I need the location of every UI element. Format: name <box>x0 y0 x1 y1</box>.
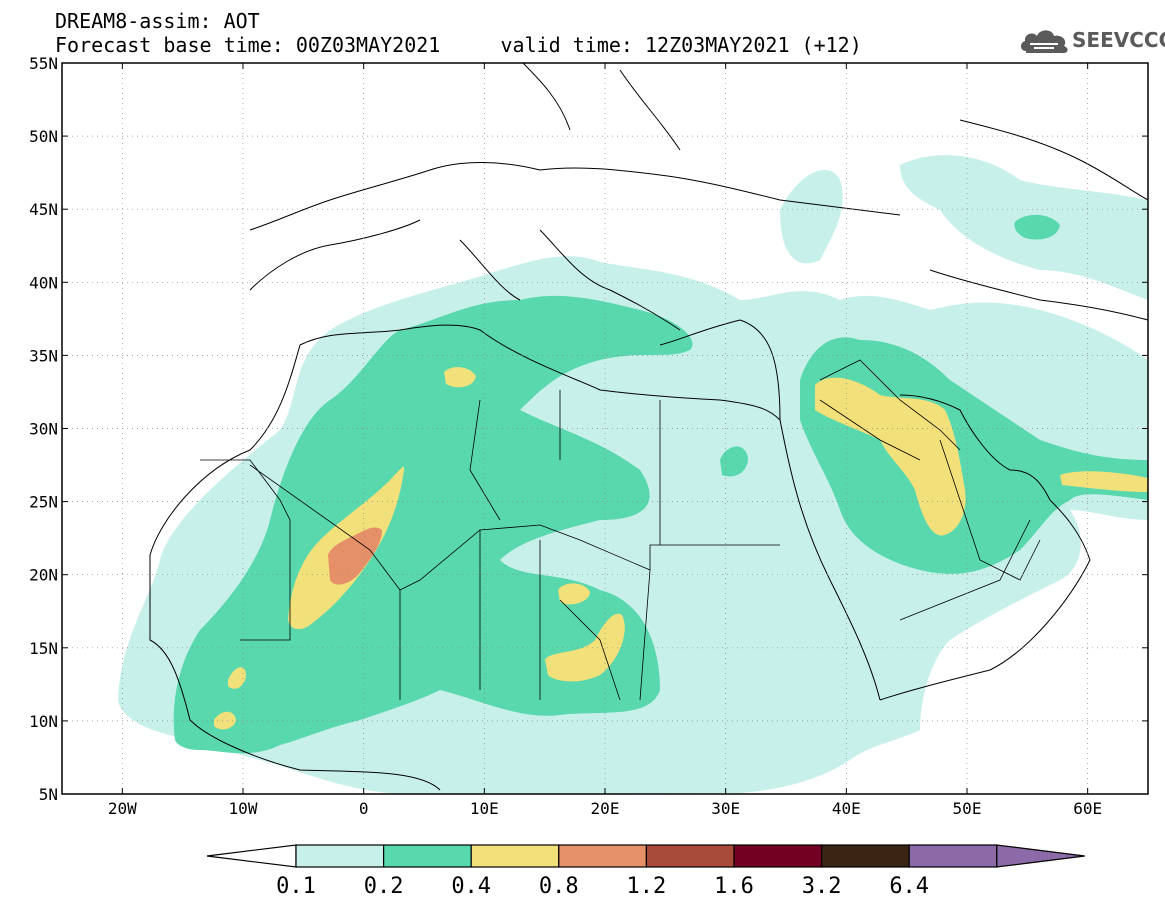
aot-band-0.8-core <box>328 527 382 585</box>
lon-label: 20W <box>108 799 137 818</box>
colorbar-label: 1.6 <box>714 874 754 899</box>
lon-label: 40E <box>832 799 861 818</box>
colorbar-high-arrow <box>996 844 1085 868</box>
colorbar-segment <box>558 844 647 868</box>
aot-fields <box>62 63 1148 794</box>
colorbar-label: 6.4 <box>889 874 929 899</box>
colorbar-label: 0.8 <box>539 874 579 899</box>
lon-label: 10W <box>229 799 258 818</box>
lat-label: 40N <box>29 273 58 292</box>
logo-text: SEEVCCC <box>1072 28 1165 52</box>
aot-band-0.4-chad <box>545 613 625 682</box>
lat-label: 55N <box>29 54 58 73</box>
latitude-axis: 55N 50N 45N 40N 35N 30N 25N 20N 15N 10N 5N <box>29 54 1148 804</box>
colorbar-label: 1.2 <box>627 874 667 899</box>
colorbar-label: 0.1 <box>276 874 316 899</box>
colorbar-low-arrow <box>206 844 297 868</box>
colorbar: 0.1 0.2 0.4 0.8 1.2 1.6 3.2 6.4 <box>206 844 1085 899</box>
aot-band-0.4-oman <box>1060 471 1148 492</box>
aot-band-0.2 <box>173 295 693 754</box>
aot-band-0.4-ivory <box>214 711 236 730</box>
colorbar-label: 3.2 <box>802 874 842 899</box>
title-line1: DREAM8-assim: AOT <box>55 9 260 33</box>
aot-band-0.4-guinea <box>228 667 246 689</box>
aot-band-0.4-iraq <box>815 377 966 536</box>
colorbar-segment <box>470 844 560 868</box>
longitude-axis: 20W 10W 0 10E 20E 30E 40E 50E 60E <box>108 63 1102 818</box>
lat-label: 50N <box>29 127 58 146</box>
lon-label: 10E <box>470 799 499 818</box>
cloud-logo-icon <box>1020 30 1068 54</box>
title-line2: Forecast base time: 00Z03MAY2021 valid t… <box>55 33 862 57</box>
coastlines <box>149 63 1148 791</box>
lon-label: 20E <box>591 799 620 818</box>
lat-label: 30N <box>29 420 58 439</box>
country-borders <box>200 359 1041 701</box>
lat-label: 20N <box>29 566 58 585</box>
lat-label: 5N <box>39 785 58 804</box>
colorbar-segment <box>645 844 735 868</box>
graticule <box>62 63 1148 794</box>
lat-label: 15N <box>29 639 58 658</box>
colorbar-segment <box>383 844 472 868</box>
colorbar-label: 0.2 <box>364 874 404 899</box>
aot-band-0.4-libya <box>558 583 590 605</box>
lon-label: 0 <box>359 799 369 818</box>
lon-label: 30E <box>711 799 740 818</box>
colorbar-segment <box>295 844 385 868</box>
aot-band-0.4-tunisia <box>444 367 476 388</box>
aot-band-0.2-caspian <box>1014 214 1060 240</box>
lat-label: 45N <box>29 200 58 219</box>
colorbar-segment <box>733 844 823 868</box>
lon-label: 60E <box>1073 799 1102 818</box>
lon-label: 50E <box>953 799 982 818</box>
aot-band-0.2-egypt <box>720 446 748 477</box>
lat-label: 35N <box>29 346 58 365</box>
lat-label: 25N <box>29 493 58 512</box>
colorbar-segment <box>908 844 998 868</box>
colorbar-label: 0.4 <box>451 874 491 899</box>
lat-label: 10N <box>29 712 58 731</box>
colorbar-segment <box>820 844 910 868</box>
aot-band-0.1-turkey <box>780 170 843 264</box>
